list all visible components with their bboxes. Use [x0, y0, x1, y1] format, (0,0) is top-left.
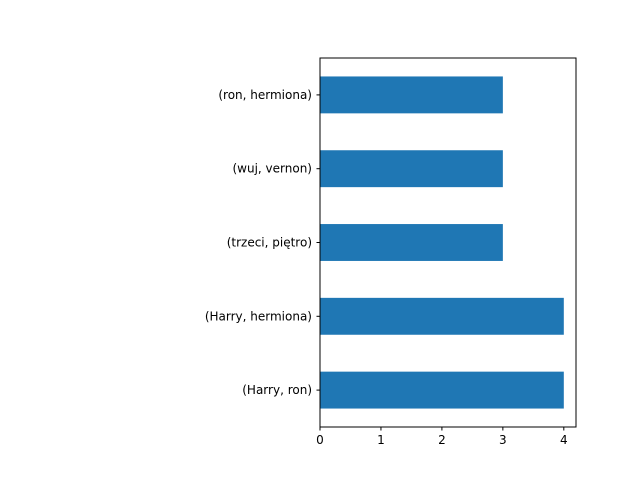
y-tick-label: (trzeci, piętro) — [227, 236, 312, 250]
x-tick-label: 3 — [499, 433, 507, 447]
bar — [320, 297, 564, 335]
y-axis-ticks: (Harry, ron) (Harry, hermiona) (trzeci, pi… — [205, 88, 320, 397]
bar — [320, 371, 564, 409]
x-tick-label: 1 — [377, 433, 385, 447]
x-tick-label: 2 — [438, 433, 446, 447]
x-axis-ticks: 0 1 2 3 4 — [316, 427, 568, 447]
y-tick-label: (ron, hermiona) — [218, 88, 312, 102]
x-tick-label: 0 — [316, 433, 324, 447]
bar — [320, 150, 503, 188]
bar — [320, 224, 503, 261]
bar — [320, 76, 503, 114]
x-tick-label: 4 — [560, 433, 568, 447]
y-tick-label: (wuj, vernon) — [232, 162, 312, 176]
y-tick-label: (Harry, ron) — [242, 383, 312, 397]
bars-group — [320, 76, 564, 409]
plot-frame — [319, 57, 577, 428]
y-tick-label: (Harry, hermiona) — [205, 309, 312, 323]
